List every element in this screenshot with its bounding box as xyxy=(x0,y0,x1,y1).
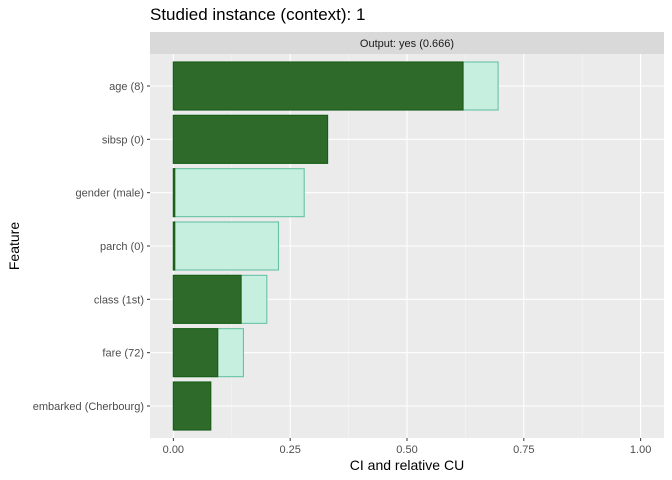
bar-cu-4 xyxy=(172,274,242,324)
bar-cu-5 xyxy=(172,328,219,378)
bar-ci-2 xyxy=(172,168,305,218)
y-tick-label: sibsp (0) xyxy=(102,134,144,146)
y-tick-label: fare (72) xyxy=(102,348,144,360)
x-tick-label: 0.25 xyxy=(279,444,300,456)
x-tick-label: 0.75 xyxy=(513,444,534,456)
y-tick-label: embarked (Cherbourg) xyxy=(33,401,144,413)
bar-cu-1 xyxy=(172,114,329,164)
bar-cu-3 xyxy=(172,221,176,271)
y-tick-labels: age (8) sibsp (0) gender (male) parch (0) cl… xyxy=(33,81,150,413)
y-tick-label: parch (0) xyxy=(100,241,144,253)
bars xyxy=(172,61,499,431)
bar-cu-0 xyxy=(172,61,464,111)
chart-title: Studied instance (context): 1 xyxy=(150,5,365,24)
x-tick-label: 0.00 xyxy=(163,444,184,456)
facet-label: Output: yes (0.666) xyxy=(360,38,454,50)
x-axis-title: CI and relative CU xyxy=(350,457,464,473)
bar-cu-6 xyxy=(172,381,212,431)
bar-cu-2 xyxy=(172,168,176,218)
x-tick-label: 1.00 xyxy=(630,444,651,456)
y-tick-label: class (1st) xyxy=(94,294,144,306)
y-axis-title: Feature xyxy=(6,222,22,270)
facet-strip xyxy=(150,32,664,54)
x-tick-label: 0.50 xyxy=(396,444,417,456)
x-tick-labels: 0.00 0.25 0.50 0.75 1.00 xyxy=(163,438,651,456)
y-tick-label: age (8) xyxy=(109,81,144,93)
bar-ci-3 xyxy=(172,221,280,271)
y-tick-label: gender (male) xyxy=(76,188,144,200)
